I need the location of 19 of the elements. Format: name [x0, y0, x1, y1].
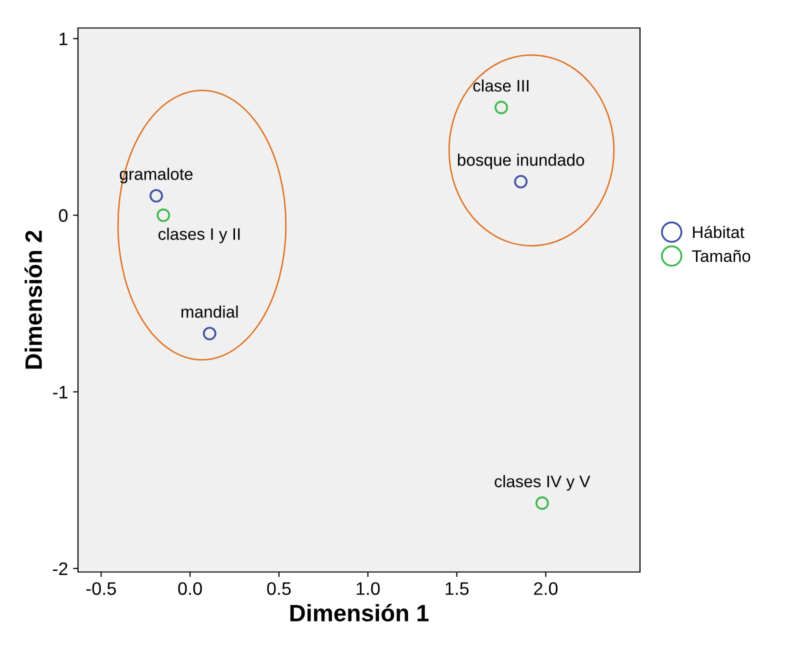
x-tick-label: 1.0: [356, 582, 380, 595]
y-tick-label: -2: [53, 562, 68, 576]
annotation: mandial: [182, 306, 238, 318]
x-tick-label: 0.0: [178, 582, 202, 595]
legend-label: Tamaño: [692, 250, 750, 262]
x-tick-label: 1.5: [446, 582, 469, 595]
annotation: clase III: [473, 79, 528, 92]
x-tick-label: 2.0: [534, 582, 558, 595]
annotation: clases I y II: [158, 228, 240, 244]
x-axis-title: Dimensión 1: [290, 604, 429, 622]
y-tick-label: 0: [58, 209, 68, 222]
x-tick-label: 0.5: [267, 582, 291, 595]
y-tick-label: 1: [60, 32, 68, 46]
x-tick-label: -0.5: [86, 582, 116, 595]
annotation: bosque inundado: [458, 154, 584, 170]
y-axis-title: Dimensión 2: [24, 230, 42, 369]
legend-label: Hábitat: [693, 226, 744, 238]
y-tick-label: -1: [53, 386, 68, 398]
annotation: clases IV y V: [494, 475, 590, 491]
